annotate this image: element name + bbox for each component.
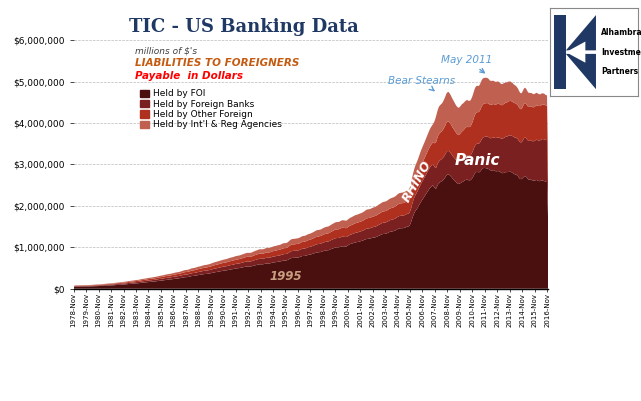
Polygon shape bbox=[566, 42, 585, 63]
Legend: Held by FOI, Held by Foreign Banks, Held by Other Foreign, Held by Int'l & Reg A: Held by FOI, Held by Foreign Banks, Held… bbox=[140, 89, 281, 130]
Text: Payable  in Dollars: Payable in Dollars bbox=[135, 71, 244, 81]
Text: Investment: Investment bbox=[601, 48, 641, 57]
Text: millions of $'s: millions of $'s bbox=[135, 47, 197, 56]
Text: Alhambra: Alhambra bbox=[601, 28, 641, 37]
Text: Partners: Partners bbox=[601, 67, 638, 76]
Text: Bear Stearns: Bear Stearns bbox=[388, 76, 455, 91]
Text: LIABILITIES TO FOREIGNERS: LIABILITIES TO FOREIGNERS bbox=[135, 58, 300, 68]
Polygon shape bbox=[554, 15, 566, 89]
Text: RHINO: RHINO bbox=[400, 158, 435, 204]
Text: Panic: Panic bbox=[454, 153, 500, 168]
Polygon shape bbox=[566, 54, 596, 89]
Text: May 2011: May 2011 bbox=[442, 55, 493, 73]
Polygon shape bbox=[566, 15, 596, 51]
Text: 1995: 1995 bbox=[269, 270, 302, 284]
Text: TIC - US Banking Data: TIC - US Banking Data bbox=[129, 18, 358, 36]
